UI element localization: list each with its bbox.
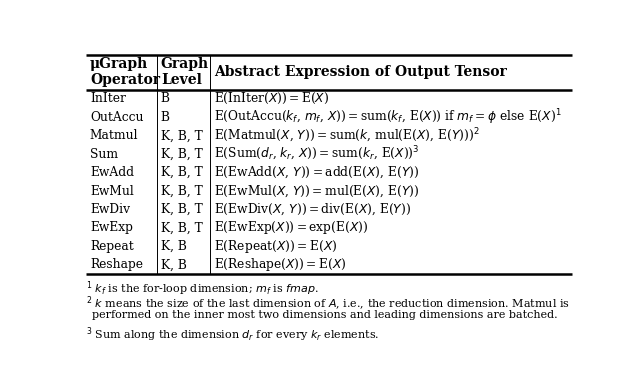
Text: EwAdd: EwAdd	[90, 166, 134, 179]
Text: $^1$ $k_f$ is the for-loop dimension; $m_f$ is $\it{fmap}$.: $^1$ $k_f$ is the for-loop dimension; $m…	[86, 279, 319, 298]
Text: E(EwDiv($X$, $Y$)) = div(E($X$), E($Y$)): E(EwDiv($X$, $Y$)) = div(E($X$), E($Y$))	[214, 202, 411, 217]
Text: E(Reshape($X$)) = E($X$): E(Reshape($X$)) = E($X$)	[214, 256, 347, 273]
Text: E(Sum($d_r$, $k_r$, $X$)) = sum($k_r$, E($X$))$^3$: E(Sum($d_r$, $k_r$, $X$)) = sum($k_r$, E…	[214, 145, 419, 163]
Text: K, B, T: K, B, T	[161, 166, 203, 179]
Text: performed on the inner most two dimensions and leading dimensions are batched.: performed on the inner most two dimensio…	[92, 310, 558, 320]
Text: B: B	[161, 92, 170, 105]
Text: K, B, T: K, B, T	[161, 185, 203, 198]
Text: EwDiv: EwDiv	[90, 203, 130, 216]
Text: $^3$ Sum along the dimension $d_r$ for every $k_r$ elements.: $^3$ Sum along the dimension $d_r$ for e…	[86, 326, 380, 344]
Text: K, B, T: K, B, T	[161, 222, 203, 234]
Text: InIter: InIter	[90, 92, 126, 105]
Text: Abstract Expression of Output Tensor: Abstract Expression of Output Tensor	[214, 65, 507, 79]
Text: Repeat: Repeat	[90, 240, 134, 253]
Text: B: B	[161, 111, 170, 124]
Text: E(EwExp($X$)) = exp(E($X$)): E(EwExp($X$)) = exp(E($X$))	[214, 219, 368, 236]
Text: OutAccu: OutAccu	[90, 111, 143, 124]
Text: μGraph
Operator: μGraph Operator	[90, 57, 160, 87]
Text: E(Repeat($X$)) = E($X$): E(Repeat($X$)) = E($X$)	[214, 238, 337, 255]
Text: E(EwAdd($X$, $Y$)) = add(E($X$), E($Y$)): E(EwAdd($X$, $Y$)) = add(E($X$), E($Y$))	[214, 165, 419, 180]
Text: EwExp: EwExp	[90, 222, 132, 234]
Text: K, B, T: K, B, T	[161, 203, 203, 216]
Text: K, B: K, B	[161, 258, 187, 271]
Text: K, B, T: K, B, T	[161, 129, 203, 142]
Text: E(Matmul($X$, $Y$)) = sum($k$, mul(E($X$), E($Y$)))$^2$: E(Matmul($X$, $Y$)) = sum($k$, mul(E($X$…	[214, 127, 479, 145]
Text: K, B, T: K, B, T	[161, 148, 203, 161]
Text: $^2$ $k$ means the size of the last dimension of $A$, i.e., the reduction dimens: $^2$ $k$ means the size of the last dime…	[86, 295, 570, 313]
Text: Graph
Level: Graph Level	[161, 57, 209, 87]
Text: EwMul: EwMul	[90, 185, 134, 198]
Text: E(InIter($X$)) = E($X$): E(InIter($X$)) = E($X$)	[214, 91, 329, 107]
Text: Reshape: Reshape	[90, 258, 143, 271]
Text: Sum: Sum	[90, 148, 118, 161]
Text: Matmul: Matmul	[90, 129, 138, 142]
Text: K, B: K, B	[161, 240, 187, 253]
Text: E(OutAccu($k_f$, $m_f$, $X$)) = sum($k_f$, E($X$)) if $m_f$ = $\phi$ else E($X$): E(OutAccu($k_f$, $m_f$, $X$)) = sum($k_f…	[214, 108, 561, 127]
Text: E(EwMul($X$, $Y$)) = mul(E($X$), E($Y$)): E(EwMul($X$, $Y$)) = mul(E($X$), E($Y$))	[214, 183, 419, 199]
